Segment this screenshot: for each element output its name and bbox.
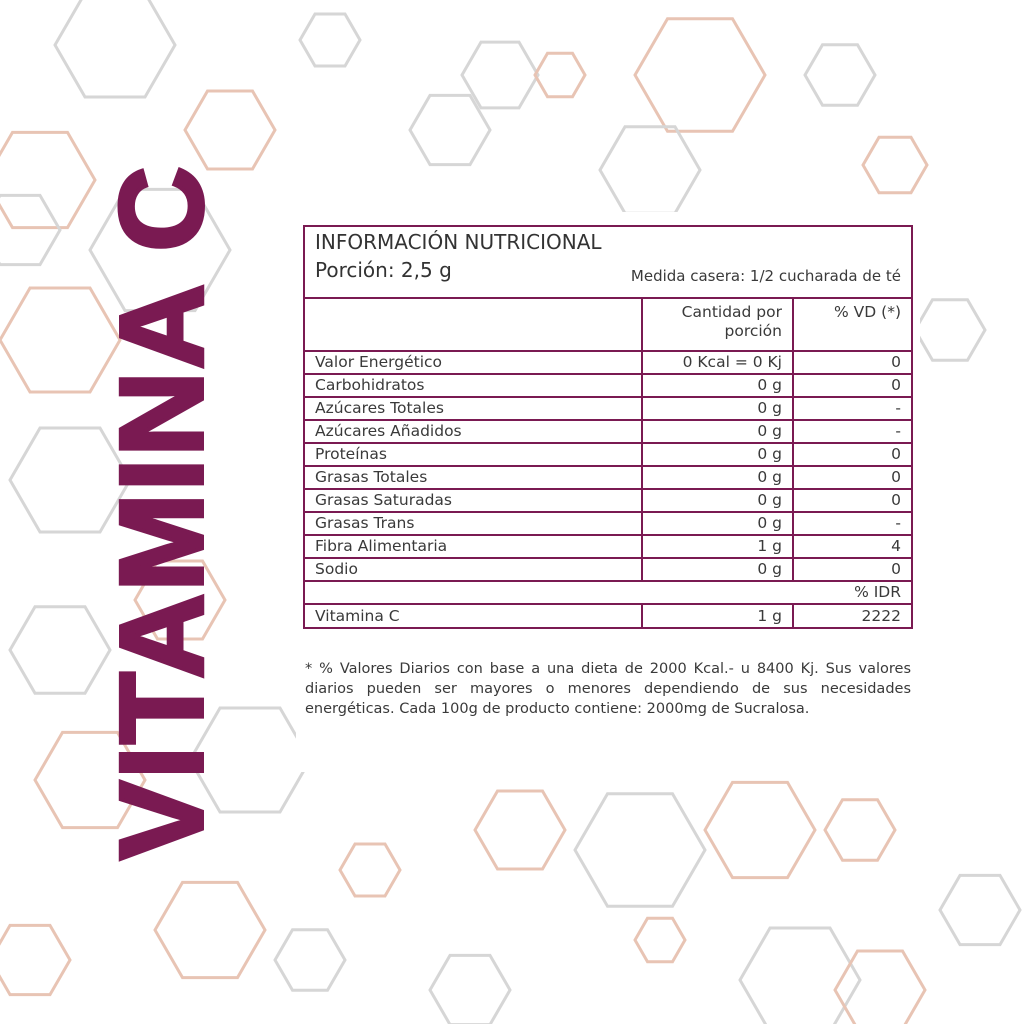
hexagon-shape	[633, 17, 767, 133]
portion-size: Porción: 2,5 g	[315, 258, 452, 282]
hexagon-shape	[861, 135, 929, 195]
nutrient-name: Grasas Totales	[305, 465, 643, 490]
hexagon-shape	[833, 949, 927, 1024]
hexagon-shape	[133, 559, 227, 641]
nutrient-amount: 0 Kcal = 0 Kj	[641, 350, 794, 375]
label-heading: INFORMACIÓN NUTRICIONAL	[315, 230, 602, 254]
hexagon-shape	[0, 193, 62, 267]
nutrient-vd: 0	[792, 465, 911, 490]
nutrient-vd: -	[792, 396, 911, 421]
nutrient-vd: 0	[792, 373, 911, 398]
hexagon-shape	[88, 187, 232, 313]
table-row: Azúcares Totales 0 g-	[305, 396, 911, 421]
table-row: Azúcares Añadidos 0 g-	[305, 419, 911, 444]
hexagon-shape	[598, 125, 702, 215]
header-amount: Cantidad por porción	[641, 299, 794, 352]
hexagon-shape	[338, 842, 402, 898]
hexagon-shape	[823, 798, 897, 862]
header-vd: % VD (*)	[792, 299, 911, 352]
nutrient-vd: 0	[792, 557, 911, 582]
nutrient-name: Grasas Saturadas	[305, 488, 643, 513]
hexagon-shape	[460, 40, 540, 110]
hexagon-shape	[473, 789, 567, 871]
nutrition-facts-label: INFORMACIÓN NUTRICIONAL Porción: 2,5 g M…	[303, 225, 913, 629]
hexagon-shape	[8, 426, 132, 534]
hexagon-shape	[573, 792, 707, 908]
product-title: VITAMINA C	[94, 162, 230, 861]
hexagon-shape	[0, 130, 97, 230]
nutrient-amount: 0 g	[641, 557, 794, 582]
hexagon-shape	[188, 706, 312, 814]
footnote: * % Valores Diarios con base a una dieta…	[305, 661, 911, 717]
hexagon-shape	[8, 605, 112, 695]
nutrient-name: Proteínas	[305, 442, 643, 467]
hexagon-shape	[183, 89, 277, 171]
hexagon-shape	[273, 928, 347, 992]
nutrient-amount: 0 g	[641, 396, 794, 421]
vitamin-amount: 1 g	[641, 603, 794, 627]
nutrient-amount: 1 g	[641, 534, 794, 559]
nutrient-vd: -	[792, 511, 911, 536]
idr-header: % IDR	[305, 580, 911, 605]
hexagon-shape	[913, 298, 987, 362]
nutrient-amount: 0 g	[641, 511, 794, 536]
hexagon-shape	[408, 93, 492, 167]
hexagon-shape	[153, 880, 267, 980]
nutrient-amount: 0 g	[641, 488, 794, 513]
nutrient-vd: -	[792, 419, 911, 444]
hexagon-shape	[33, 730, 147, 830]
nutrient-vd: 0	[792, 488, 911, 513]
nutrient-name: Grasas Trans	[305, 511, 643, 536]
hexagon-shape	[298, 12, 362, 68]
vitamin-name: Vitamina C	[305, 603, 643, 627]
table-row: Valor Energético 0 Kcal = 0 Kj 0	[305, 350, 911, 375]
table-row: Grasas Trans 0 g-	[305, 511, 911, 536]
nutrient-name: Fibra Alimentaria	[305, 534, 643, 559]
nutrient-amount: 0 g	[641, 465, 794, 490]
nutrient-name: Valor Energético	[305, 350, 643, 375]
hexagon-shape	[703, 780, 817, 880]
nutrient-amount: 0 g	[641, 419, 794, 444]
hexagon-shape	[938, 873, 1022, 947]
header-nutrient	[305, 299, 643, 352]
household-measure: Medida casera: 1/2 cucharada de té	[630, 267, 901, 285]
hexagon-shape	[0, 923, 72, 997]
hexagon-shape	[428, 953, 512, 1024]
hexagon-shape	[0, 286, 122, 394]
nutrition-table: Cantidad por porción % VD (*) Valor Ener…	[305, 299, 911, 627]
hexagon-shape	[738, 926, 862, 1024]
hexagon-shape	[53, 0, 177, 99]
table-header-row: Cantidad por porción % VD (*)	[305, 299, 911, 352]
hexagon-shape	[803, 43, 877, 107]
nutrient-name: Carbohidratos	[305, 373, 643, 398]
nutrient-vd: 0	[792, 350, 911, 375]
nutrient-name: Sodio	[305, 557, 643, 582]
nutrient-name: Azúcares Añadidos	[305, 419, 643, 444]
nutrient-vd: 0	[792, 442, 911, 467]
nutrient-name: Azúcares Totales	[305, 396, 643, 421]
nutrient-amount: 0 g	[641, 373, 794, 398]
label-header: INFORMACIÓN NUTRICIONAL Porción: 2,5 g M…	[305, 227, 911, 299]
idr-header-row: % IDR	[305, 580, 911, 605]
hexagon-shape	[633, 916, 687, 964]
vitamin-idr: 2222	[792, 603, 911, 627]
nutrient-amount: 0 g	[641, 442, 794, 467]
nutrient-vd: 4	[792, 534, 911, 559]
hexagon-shape	[533, 51, 587, 99]
